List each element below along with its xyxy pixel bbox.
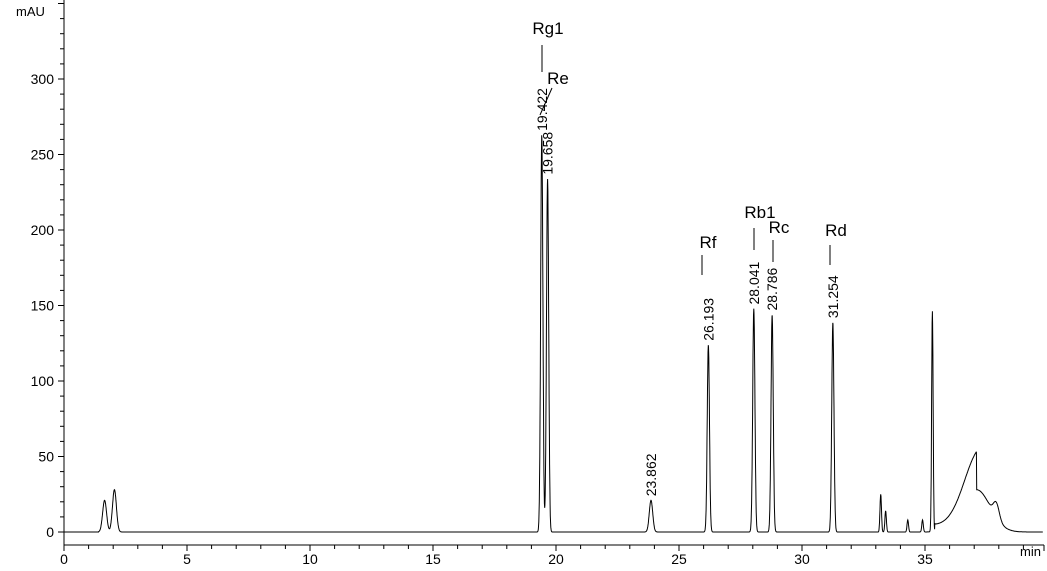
x-tick-label: 25 (671, 551, 687, 566)
compound-label: Re (547, 69, 569, 88)
retention-time-label: 23.862 (643, 453, 659, 496)
y-tick-label: 200 (31, 222, 55, 238)
compound-label: Rg1 (532, 19, 563, 38)
compound-label: Rd (825, 221, 847, 240)
y-tick-label: 100 (31, 373, 55, 389)
y-tick-label: 50 (38, 449, 54, 465)
x-tick-label: 20 (548, 551, 564, 566)
peak-labels: 19.422 Rg1 19.658 Re 23.862 26.193 Rf 28.041 Rb1… (532, 19, 846, 496)
retention-time-label: 26.193 (700, 298, 716, 341)
retention-time-label: 28.041 (746, 261, 762, 304)
x-tick-label: 30 (794, 551, 810, 566)
compound-leader-line (539, 87, 553, 116)
retention-time-label: 19.422 (534, 88, 550, 131)
y-tick-label: 250 (31, 147, 55, 163)
retention-time-label: 31.254 (825, 275, 841, 318)
y-tick-label: 300 (31, 71, 55, 87)
x-tick-label: 35 (917, 551, 933, 566)
retention-time-label: 19.658 (540, 132, 556, 175)
compound-label: Rf (700, 233, 717, 252)
axes: 0 50 100 150 200 250 300 0 5 10 15 20 25 30 35 (31, 0, 1045, 567)
x-axis-label: min (1020, 544, 1041, 559)
y-tick-label: 150 (31, 298, 55, 314)
x-tick-label: 15 (425, 551, 441, 566)
x-tick-label: 5 (183, 551, 191, 566)
compound-label: Rb1 (744, 203, 775, 222)
retention-time-label: 28.786 (764, 268, 780, 311)
chromatogram-trace (64, 135, 1043, 533)
x-tick-label: 0 (60, 551, 68, 566)
y-tick-label: 0 (46, 524, 54, 540)
y-axis-label: mAU (16, 4, 45, 19)
compound-label: Rc (769, 218, 790, 237)
x-tick-label: 10 (302, 551, 318, 566)
